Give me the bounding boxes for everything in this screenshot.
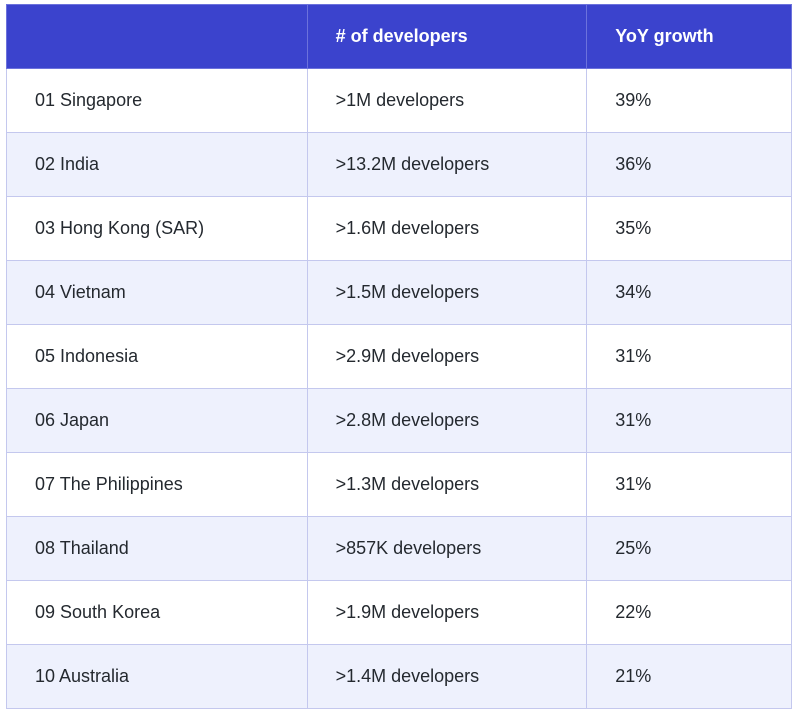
country-cell: 08 Thailand: [6, 516, 308, 581]
growth-cell: 25%: [586, 516, 792, 581]
country-cell: 04 Vietnam: [6, 260, 308, 325]
table-row: 06 Japan >2.8M developers 31%: [6, 388, 792, 453]
growth-cell: 31%: [586, 324, 792, 389]
header-country: [6, 4, 308, 69]
developers-cell: >1M developers: [306, 68, 588, 133]
country-cell: 07 The Philippines: [6, 452, 308, 517]
growth-cell: 34%: [586, 260, 792, 325]
developers-cell: >857K developers: [306, 516, 588, 581]
country-cell: 01 Singapore: [6, 68, 308, 133]
table-row: 09 South Korea >1.9M developers 22%: [6, 580, 792, 645]
growth-cell: 36%: [586, 132, 792, 197]
developers-cell: >1.5M developers: [306, 260, 588, 325]
growth-cell: 22%: [586, 580, 792, 645]
growth-cell: 31%: [586, 388, 792, 453]
developers-cell: >1.9M developers: [306, 580, 588, 645]
table-row: 08 Thailand >857K developers 25%: [6, 516, 792, 581]
table-row: 03 Hong Kong (SAR) >1.6M developers 35%: [6, 196, 792, 261]
table-row: 01 Singapore >1M developers 39%: [6, 68, 792, 133]
developer-growth-table: # of developers YoY growth 01 Singapore …: [6, 4, 792, 709]
table-row: 05 Indonesia >2.9M developers 31%: [6, 324, 792, 389]
growth-cell: 21%: [586, 644, 792, 709]
header-yoy-growth: YoY growth: [586, 4, 792, 69]
developers-cell: >13.2M developers: [306, 132, 588, 197]
developers-cell: >2.8M developers: [306, 388, 588, 453]
growth-cell: 35%: [586, 196, 792, 261]
country-cell: 09 South Korea: [6, 580, 308, 645]
table-row: 04 Vietnam >1.5M developers 34%: [6, 260, 792, 325]
developers-cell: >1.3M developers: [306, 452, 588, 517]
country-cell: 05 Indonesia: [6, 324, 308, 389]
country-cell: 06 Japan: [6, 388, 308, 453]
growth-cell: 39%: [586, 68, 792, 133]
country-cell: 10 Australia: [6, 644, 308, 709]
developers-cell: >1.6M developers: [306, 196, 588, 261]
developers-cell: >1.4M developers: [306, 644, 588, 709]
header-developers: # of developers: [306, 4, 588, 69]
table-row: 10 Australia >1.4M developers 21%: [6, 644, 792, 709]
growth-cell: 31%: [586, 452, 792, 517]
country-cell: 03 Hong Kong (SAR): [6, 196, 308, 261]
country-cell: 02 India: [6, 132, 308, 197]
table-row: 02 India >13.2M developers 36%: [6, 132, 792, 197]
developers-cell: >2.9M developers: [306, 324, 588, 389]
table-row: 07 The Philippines >1.3M developers 31%: [6, 452, 792, 517]
table-header-row: # of developers YoY growth: [6, 4, 792, 69]
